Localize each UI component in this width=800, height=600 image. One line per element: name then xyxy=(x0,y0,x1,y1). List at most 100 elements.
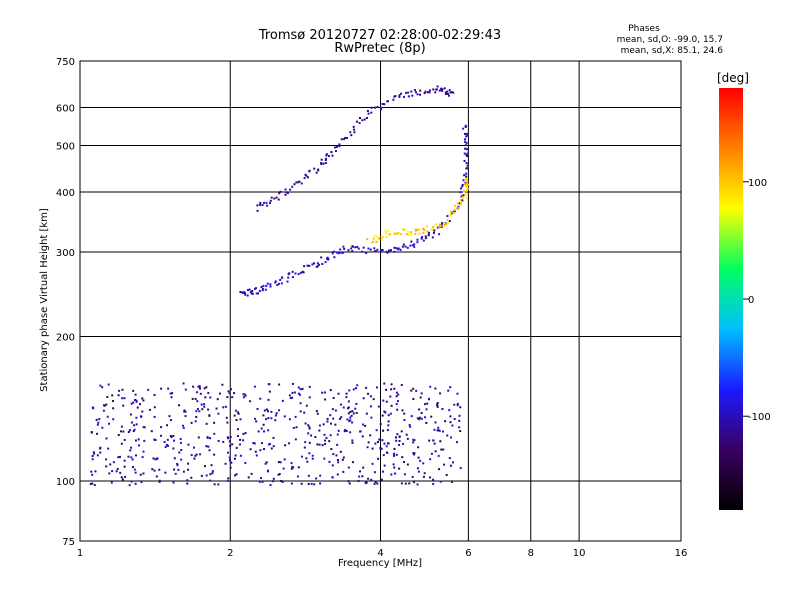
echo-point xyxy=(380,250,383,253)
echo-point xyxy=(262,284,265,287)
echo-point xyxy=(230,388,233,391)
echo-point xyxy=(412,452,415,455)
echo-point xyxy=(347,412,350,415)
echo-point xyxy=(169,392,172,395)
y-axis-label: Stationary phase Virtual Height [km] xyxy=(39,208,50,392)
echo-point xyxy=(266,204,269,207)
echo-point xyxy=(158,479,161,482)
echo-point xyxy=(431,227,434,230)
echo-point xyxy=(322,162,325,165)
echo-point xyxy=(94,470,97,473)
echo-point xyxy=(284,444,287,447)
echo-point xyxy=(465,162,468,165)
echo-point xyxy=(446,215,449,218)
echo-point xyxy=(269,199,272,202)
echo-point xyxy=(375,241,378,244)
echo-point xyxy=(239,290,242,293)
echo-point xyxy=(423,229,426,232)
y-tick-label: 75 xyxy=(62,537,75,548)
echo-point xyxy=(109,463,112,466)
echo-point xyxy=(278,192,281,195)
echo-point xyxy=(365,386,368,389)
echo-point xyxy=(261,480,264,483)
echo-point xyxy=(459,187,462,190)
echo-point xyxy=(209,396,212,399)
echo-point xyxy=(329,434,332,437)
echo-point xyxy=(347,406,350,409)
echo-point xyxy=(169,435,172,438)
echo-point xyxy=(293,183,296,186)
echo-point xyxy=(324,443,327,446)
echo-point xyxy=(427,397,430,400)
echo-point xyxy=(367,112,370,115)
x-tick-label: 6 xyxy=(465,548,471,559)
echo-point xyxy=(295,181,298,184)
echo-point xyxy=(313,167,316,170)
echo-point xyxy=(141,397,144,400)
echo-point xyxy=(291,396,294,399)
echo-point xyxy=(318,429,321,432)
echo-point xyxy=(106,396,109,399)
echo-point xyxy=(279,278,282,281)
echo-point xyxy=(297,386,300,389)
echo-point xyxy=(438,223,441,226)
echo-point xyxy=(380,108,383,111)
echo-point xyxy=(413,439,416,442)
echo-point xyxy=(130,402,133,405)
echo-point xyxy=(364,480,367,483)
echo-point xyxy=(308,264,311,267)
echo-point xyxy=(173,439,176,442)
echo-point xyxy=(280,282,283,285)
echo-point xyxy=(340,416,343,419)
echo-point xyxy=(153,438,156,441)
echo-point xyxy=(392,454,395,457)
echo-point xyxy=(93,452,96,455)
echo-point xyxy=(438,429,441,432)
echo-point xyxy=(416,417,419,420)
echo-point xyxy=(241,291,244,294)
echo-point xyxy=(117,456,120,459)
phases-box-title: Phases xyxy=(628,24,660,34)
echo-point xyxy=(400,482,403,485)
echo-point xyxy=(382,454,385,457)
echo-point xyxy=(410,389,413,392)
echo-point xyxy=(336,145,339,148)
echo-point xyxy=(412,438,415,441)
echo-point xyxy=(231,396,234,399)
echo-point xyxy=(465,172,468,175)
echo-point xyxy=(426,402,429,405)
echo-point xyxy=(432,225,435,228)
echo-point xyxy=(180,458,183,461)
echo-point xyxy=(385,400,388,403)
echo-point xyxy=(272,436,275,439)
echo-point xyxy=(445,223,448,226)
echo-point xyxy=(356,246,359,249)
echo-point xyxy=(366,446,369,449)
echo-point xyxy=(386,429,389,432)
echo-point xyxy=(92,451,95,454)
echo-point xyxy=(345,392,348,395)
echo-point xyxy=(385,250,388,253)
echo-point xyxy=(403,412,406,415)
echo-point xyxy=(327,155,330,158)
echo-point xyxy=(267,410,270,413)
echo-point xyxy=(187,468,190,471)
echo-point xyxy=(299,410,302,413)
echo-point xyxy=(356,384,359,387)
echo-point xyxy=(130,446,133,449)
echo-point xyxy=(366,109,369,112)
echo-point xyxy=(418,228,421,231)
echo-point xyxy=(95,418,98,421)
echo-point xyxy=(457,205,460,208)
echo-point xyxy=(362,397,365,400)
echo-point xyxy=(372,398,375,401)
echo-point xyxy=(448,220,451,223)
echo-point xyxy=(295,426,298,429)
echo-point xyxy=(339,251,342,254)
echo-point xyxy=(297,466,300,469)
echo-point xyxy=(335,454,338,457)
echo-point xyxy=(172,447,175,450)
echo-point xyxy=(121,478,124,481)
echo-point xyxy=(297,392,300,395)
echo-point xyxy=(432,478,435,481)
